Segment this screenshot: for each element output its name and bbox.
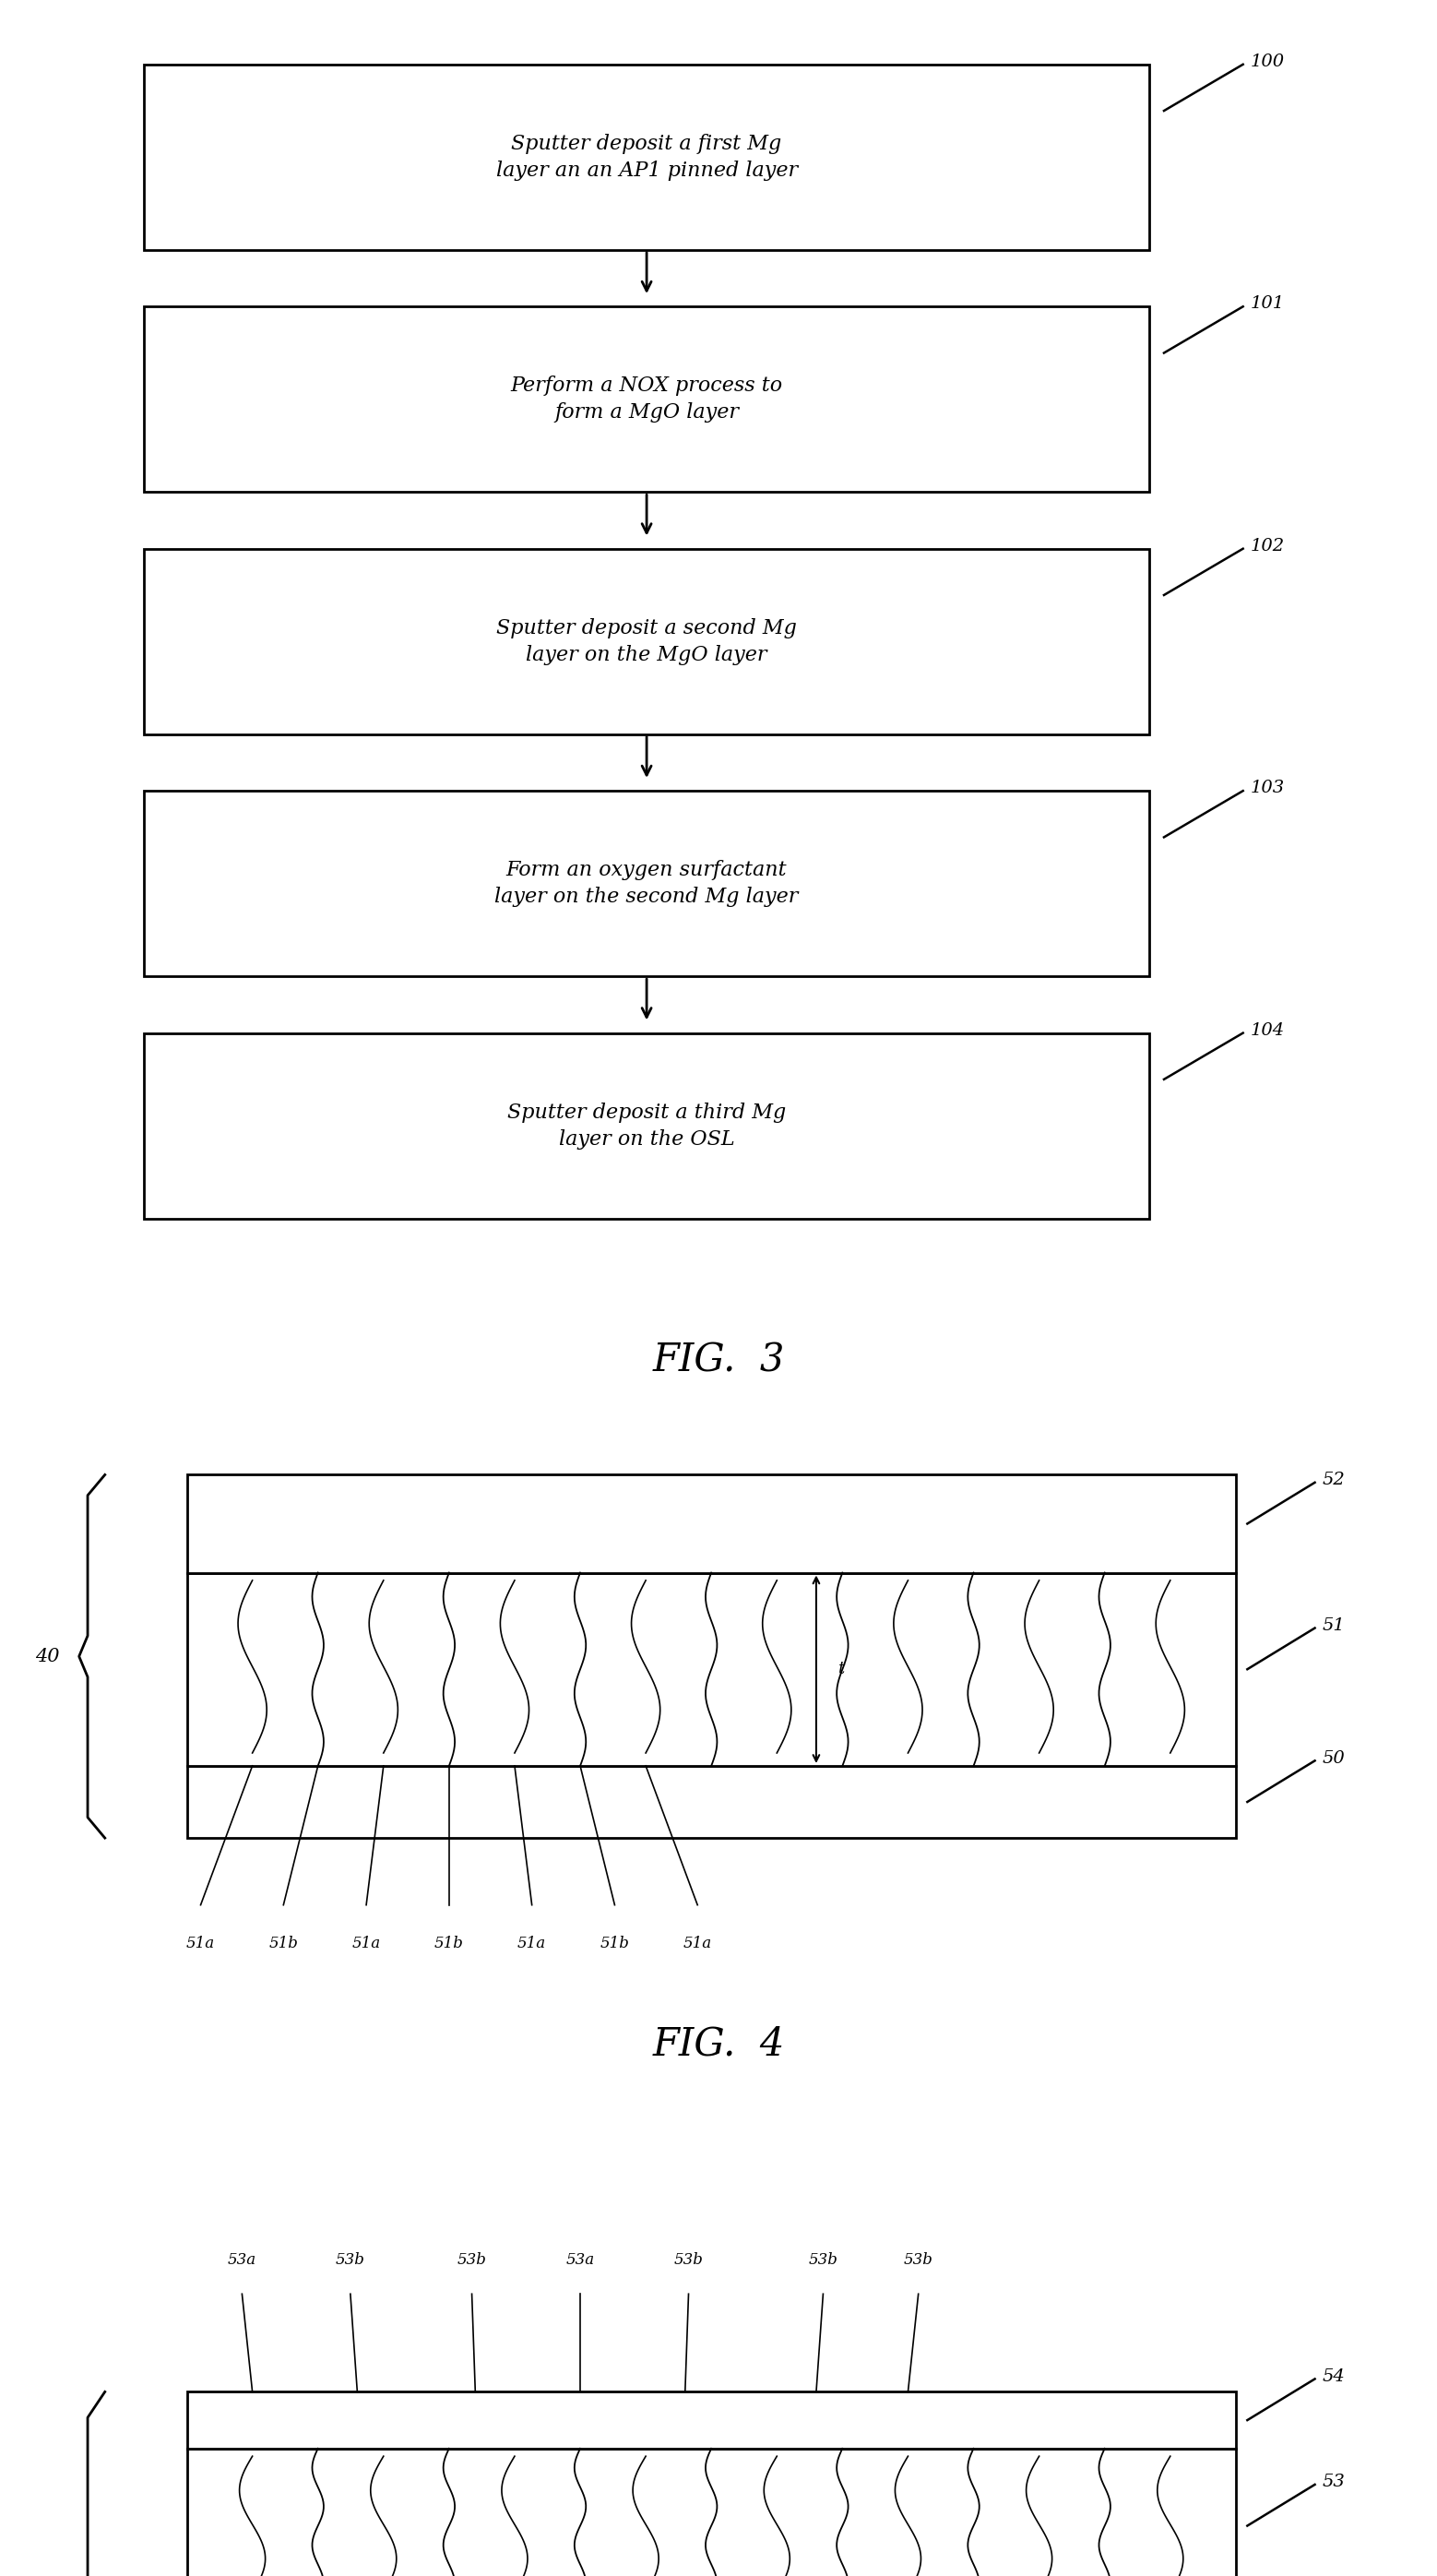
Bar <box>144 1033 1150 1218</box>
Text: 100: 100 <box>1250 54 1285 70</box>
Bar <box>187 2447 1236 2576</box>
Text: 51a: 51a <box>517 1937 546 1953</box>
Text: 51b: 51b <box>434 1937 464 1953</box>
Text: 51b: 51b <box>269 1937 297 1953</box>
Text: 52: 52 <box>1322 1471 1345 1489</box>
Bar <box>144 307 1150 492</box>
Text: t: t <box>838 1662 845 1677</box>
Text: Sputter deposit a third Mg
layer on the OSL: Sputter deposit a third Mg layer on the … <box>507 1103 786 1149</box>
Text: 104: 104 <box>1250 1023 1285 1038</box>
Text: 53b: 53b <box>674 2251 703 2267</box>
Text: 53b: 53b <box>336 2251 365 2267</box>
Bar <box>187 1473 1236 1571</box>
Text: 50: 50 <box>1322 1749 1345 1767</box>
Text: FIG.  3: FIG. 3 <box>652 1340 785 1381</box>
Text: 101: 101 <box>1250 296 1285 312</box>
Text: FIG.  4: FIG. 4 <box>652 2025 785 2063</box>
Text: 53b: 53b <box>457 2251 487 2267</box>
Bar <box>144 549 1150 734</box>
Text: 51: 51 <box>1322 1618 1345 1633</box>
Text: 51a: 51a <box>683 1937 711 1953</box>
Text: 54: 54 <box>1322 2367 1345 2385</box>
Text: Sputter deposit a second Mg
layer on the MgO layer: Sputter deposit a second Mg layer on the… <box>496 618 798 665</box>
Bar <box>187 1767 1236 1839</box>
Bar <box>144 64 1150 250</box>
Text: 102: 102 <box>1250 538 1285 554</box>
Text: 103: 103 <box>1250 781 1285 796</box>
Text: 51a: 51a <box>187 1937 216 1953</box>
Text: 51b: 51b <box>601 1937 629 1953</box>
Text: Perform a NOX process to
form a MgO layer: Perform a NOX process to form a MgO laye… <box>510 376 783 422</box>
Text: 53a: 53a <box>227 2251 256 2267</box>
Text: 53a: 53a <box>566 2251 595 2267</box>
Text: Sputter deposit a first Mg
layer an an AP1 pinned layer: Sputter deposit a first Mg layer an an A… <box>496 134 798 180</box>
Text: Form an oxygen surfactant
layer on the second Mg layer: Form an oxygen surfactant layer on the s… <box>494 860 799 907</box>
Bar <box>187 1571 1236 1767</box>
Text: 51a: 51a <box>352 1937 381 1953</box>
Bar <box>187 2391 1236 2447</box>
Text: 40: 40 <box>34 1649 60 1664</box>
Text: 53b: 53b <box>809 2251 838 2267</box>
Text: 53b: 53b <box>904 2251 933 2267</box>
Text: 53: 53 <box>1322 2473 1345 2491</box>
Bar <box>144 791 1150 976</box>
